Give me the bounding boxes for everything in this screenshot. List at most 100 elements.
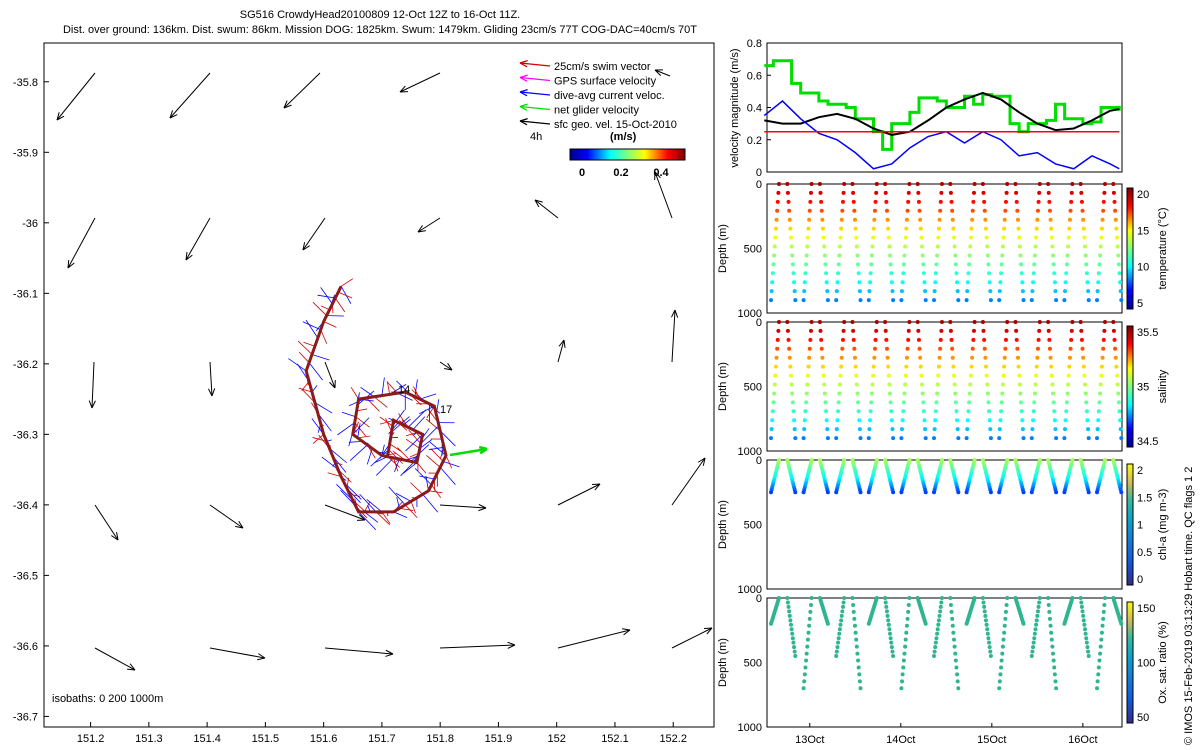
profile-point <box>786 199 791 204</box>
profile-point <box>836 636 841 641</box>
profile-point <box>987 280 992 285</box>
profile-point <box>808 190 813 195</box>
profile-point <box>965 427 970 432</box>
profile-point <box>807 355 812 360</box>
legend-arrow-3-head <box>519 105 528 111</box>
profile-ylabel-2: Depth (m) <box>717 500 729 549</box>
profile-point <box>790 253 795 258</box>
profile-point <box>1101 609 1106 614</box>
profile-point <box>953 651 958 656</box>
profile-point <box>956 686 961 691</box>
geostrophic-arrow-head <box>91 400 96 409</box>
profile-point <box>932 436 936 441</box>
swim-vector <box>388 449 403 464</box>
profile-point <box>981 600 986 605</box>
profile-point <box>891 436 896 441</box>
profile-colorbar-tick: 2 <box>1137 465 1143 477</box>
profile-point <box>871 226 876 231</box>
map-x-tick-label: 151.4 <box>193 733 221 745</box>
profile-point <box>787 355 792 360</box>
profile-point <box>900 672 905 677</box>
swim-vector <box>389 443 402 452</box>
map-x-tick-label: 151.2 <box>77 733 105 745</box>
profile-point <box>866 490 871 495</box>
map-y-tick-label: -36.6 <box>13 641 38 653</box>
profile-point <box>883 600 888 605</box>
profile-point <box>1086 649 1091 654</box>
profile-point <box>1098 651 1103 656</box>
legend-label-3: net glider velocity <box>554 105 639 117</box>
profile-point <box>956 436 961 441</box>
dive-avg-current-vector <box>366 499 383 513</box>
geostrophic-arrow <box>671 457 706 506</box>
profile-point <box>985 244 990 249</box>
profile-point <box>934 636 939 641</box>
geostrophic-arrow-head <box>654 69 662 76</box>
profile-point <box>855 253 860 258</box>
time-x-tick-label: 13Oct <box>795 734 824 746</box>
profile-point <box>1081 226 1086 231</box>
swim-vector <box>298 387 313 393</box>
profile-point <box>997 490 1002 495</box>
geostrophic-arrow <box>439 504 487 509</box>
profile-point <box>801 490 806 495</box>
profile-point <box>934 400 939 405</box>
profile-colorbar-tick: 100 <box>1137 658 1155 670</box>
profile-point <box>934 262 939 267</box>
profile-point <box>804 651 809 656</box>
geostrophic-arrow-head <box>211 388 216 397</box>
profile-point <box>999 658 1004 663</box>
profile-point <box>948 182 953 186</box>
profile-point <box>1067 364 1072 369</box>
profile-point <box>1097 658 1102 663</box>
profile-point <box>1083 253 1088 258</box>
geostrophic-arrow <box>654 171 673 219</box>
legend-arrow-4-head <box>519 118 528 122</box>
profile-point <box>970 355 975 360</box>
profile-point <box>842 182 847 186</box>
profile-point <box>917 208 922 213</box>
profile-colorbar-tick: 1.5 <box>1137 492 1152 504</box>
profile-point <box>1032 636 1037 641</box>
dive-avg-current-vector <box>376 457 394 476</box>
profile-point <box>1029 436 1034 441</box>
profile-point <box>825 298 830 303</box>
profile-point <box>1019 400 1024 405</box>
profile-point <box>1052 280 1057 285</box>
profile-point <box>971 199 976 204</box>
profile-point <box>807 346 812 351</box>
profile-point <box>967 262 972 267</box>
profile-point <box>1101 208 1106 213</box>
geostrophic-arrow <box>557 629 631 649</box>
dive-avg-current-vector <box>305 319 319 339</box>
profile-point <box>1000 644 1005 649</box>
geostrophic-arrow <box>324 361 336 389</box>
profile-point <box>985 631 990 636</box>
geostrophic-arrow <box>283 72 321 109</box>
profile-point <box>871 373 876 378</box>
map-y-tick-label: -36.3 <box>13 429 38 441</box>
profile-point <box>932 289 937 294</box>
profile-point <box>835 645 840 650</box>
profile-point <box>889 409 894 414</box>
profile-point <box>1069 199 1074 204</box>
profile-point <box>1081 613 1086 618</box>
profile-point <box>917 346 922 351</box>
profile-point <box>956 490 961 495</box>
profile-point <box>918 217 923 222</box>
profile-point <box>838 622 843 627</box>
profile-point <box>889 271 894 276</box>
geostrophic-arrow <box>654 69 671 77</box>
profile-point <box>921 262 926 267</box>
profile-point <box>874 328 879 333</box>
profile-point <box>789 627 794 632</box>
swim-vector <box>386 381 398 394</box>
profile-point <box>856 400 861 405</box>
profile-point <box>1050 244 1055 249</box>
profile-point <box>968 373 973 378</box>
legend-arrow-0-head <box>519 60 528 64</box>
geostrophic-arrow <box>324 647 394 655</box>
profile-point <box>1002 630 1007 635</box>
profile-point <box>802 418 807 423</box>
profile-point <box>772 382 777 387</box>
